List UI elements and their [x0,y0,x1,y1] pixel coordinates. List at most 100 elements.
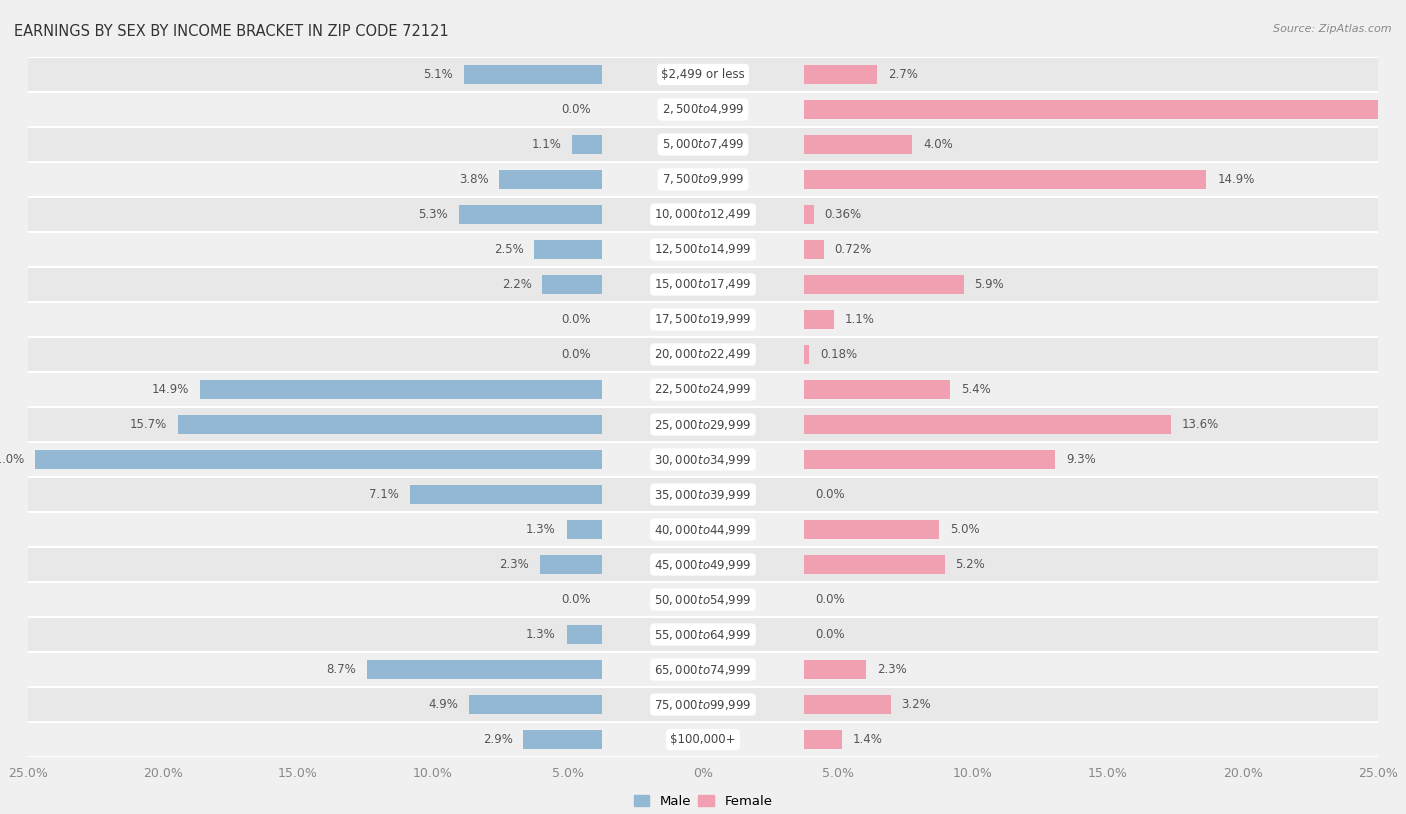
Bar [804,65,877,84]
Bar [179,415,602,434]
Bar [804,170,1206,189]
Text: 5.0%: 5.0% [950,523,980,536]
Text: 1.4%: 1.4% [853,733,883,746]
Bar [804,205,814,224]
Text: $12,500 to $14,999: $12,500 to $14,999 [654,243,752,256]
Bar [523,730,602,749]
Bar [804,520,939,539]
Text: 3.8%: 3.8% [458,173,488,186]
Bar [804,555,945,574]
Text: 5.1%: 5.1% [423,68,453,81]
Bar [804,380,950,399]
Bar [367,660,602,679]
Text: $75,000 to $99,999: $75,000 to $99,999 [654,698,752,711]
Text: 5.3%: 5.3% [418,208,449,221]
Text: 8.7%: 8.7% [326,663,356,676]
Bar [28,407,1378,442]
Text: $25,000 to $29,999: $25,000 to $29,999 [654,418,752,431]
Bar [804,730,842,749]
Bar [567,625,602,644]
Bar [28,652,1378,687]
Bar [28,722,1378,757]
Text: 0.36%: 0.36% [825,208,862,221]
Bar [28,267,1378,302]
Text: 0.0%: 0.0% [815,628,845,641]
Text: 14.9%: 14.9% [152,383,188,396]
Text: $65,000 to $74,999: $65,000 to $74,999 [654,663,752,676]
Text: 9.3%: 9.3% [1066,453,1095,466]
Bar [804,415,1171,434]
Text: 0.0%: 0.0% [561,103,591,116]
Bar [28,302,1378,337]
Bar [458,205,602,224]
Text: $22,500 to $24,999: $22,500 to $24,999 [654,383,752,396]
Bar [804,100,1406,119]
Text: 13.6%: 13.6% [1182,418,1219,431]
Text: $10,000 to $12,499: $10,000 to $12,499 [654,208,752,221]
Text: $17,500 to $19,999: $17,500 to $19,999 [654,313,752,326]
Bar [534,240,602,259]
Bar [804,135,912,154]
Text: 0.18%: 0.18% [820,348,858,361]
Text: 5.9%: 5.9% [974,278,1004,291]
Text: $20,000 to $22,499: $20,000 to $22,499 [654,348,752,361]
Text: 0.72%: 0.72% [835,243,872,256]
Bar [567,520,602,539]
Text: 0.0%: 0.0% [815,488,845,501]
Text: 4.9%: 4.9% [429,698,458,711]
Text: 1.3%: 1.3% [526,628,555,641]
Text: 0.0%: 0.0% [561,593,591,606]
Text: 21.0%: 21.0% [0,453,24,466]
Bar [28,372,1378,407]
Text: $5,000 to $7,499: $5,000 to $7,499 [662,138,744,151]
Text: 1.1%: 1.1% [845,313,875,326]
Text: $100,000+: $100,000+ [671,733,735,746]
Text: Source: ZipAtlas.com: Source: ZipAtlas.com [1274,24,1392,34]
Text: 15.7%: 15.7% [129,418,167,431]
Text: 2.2%: 2.2% [502,278,531,291]
Text: 0.0%: 0.0% [561,313,591,326]
Bar [28,337,1378,372]
Bar [28,547,1378,582]
Bar [28,477,1378,512]
Bar [804,240,824,259]
Bar [499,170,602,189]
Text: 1.3%: 1.3% [526,523,555,536]
Bar [804,695,890,714]
Bar [28,512,1378,547]
Text: 5.4%: 5.4% [960,383,991,396]
Bar [28,162,1378,197]
Bar [411,485,602,504]
Text: EARNINGS BY SEX BY INCOME BRACKET IN ZIP CODE 72121: EARNINGS BY SEX BY INCOME BRACKET IN ZIP… [14,24,449,39]
Text: 2.5%: 2.5% [494,243,523,256]
Bar [28,92,1378,127]
Bar [572,135,602,154]
Bar [804,310,834,329]
Text: $50,000 to $54,999: $50,000 to $54,999 [654,593,752,606]
Text: $2,499 or less: $2,499 or less [661,68,745,81]
Text: $15,000 to $17,499: $15,000 to $17,499 [654,278,752,291]
Bar [28,582,1378,617]
Text: 14.9%: 14.9% [1218,173,1254,186]
Text: $30,000 to $34,999: $30,000 to $34,999 [654,453,752,466]
Text: $40,000 to $44,999: $40,000 to $44,999 [654,523,752,536]
Text: 1.1%: 1.1% [531,138,561,151]
Bar [28,442,1378,477]
Text: 4.0%: 4.0% [922,138,953,151]
Bar [28,687,1378,722]
Bar [28,617,1378,652]
Bar [804,450,1056,469]
Text: 2.3%: 2.3% [499,558,529,571]
Bar [804,275,963,294]
Text: $45,000 to $49,999: $45,000 to $49,999 [654,558,752,571]
Bar [540,555,602,574]
Text: $2,500 to $4,999: $2,500 to $4,999 [662,103,744,116]
Bar [28,232,1378,267]
Bar [28,197,1378,232]
Bar [200,380,602,399]
Legend: Male, Female: Male, Female [628,790,778,813]
Text: $35,000 to $39,999: $35,000 to $39,999 [654,488,752,501]
Bar [35,450,602,469]
Bar [543,275,602,294]
Text: 2.7%: 2.7% [889,68,918,81]
